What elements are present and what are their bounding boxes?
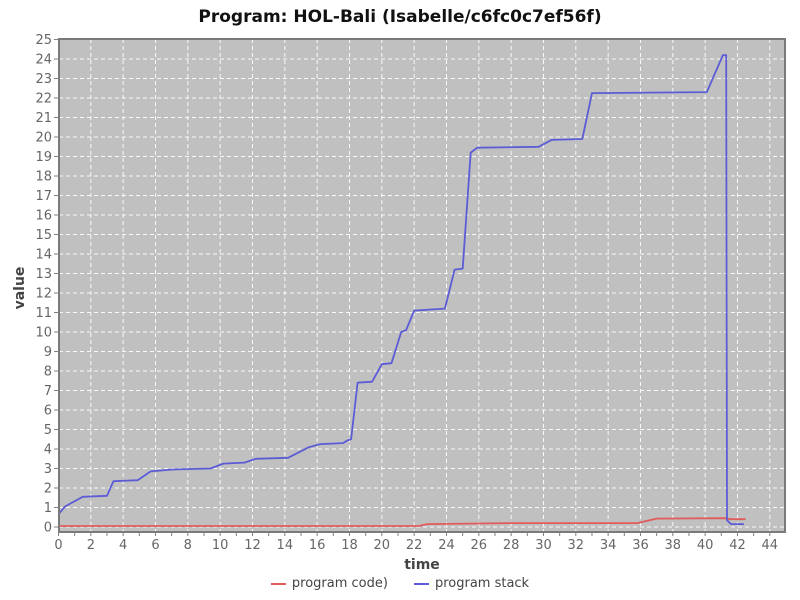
x-tick-label: 20 — [374, 538, 391, 553]
y-tick-label: 14 — [35, 248, 52, 263]
legend-swatch — [270, 582, 286, 585]
x-axis-label: time — [404, 557, 440, 573]
legend-item: program code) — [270, 576, 388, 591]
x-tick-label: 12 — [244, 538, 261, 553]
series-line-program-stack — [57, 54, 744, 525]
chart-legend: program code) program stack — [0, 576, 800, 591]
y-tick-label: 20 — [35, 131, 52, 146]
x-tick-label: 6 — [151, 538, 159, 553]
x-tick-label: 14 — [277, 538, 294, 553]
y-tick-label: 13 — [35, 267, 52, 282]
x-tick-label: 36 — [632, 538, 649, 553]
x-tick-label: 28 — [503, 538, 520, 553]
y-tick-label: 11 — [35, 306, 52, 321]
y-tick-label: 25 — [35, 33, 52, 48]
y-tick-label: 12 — [35, 287, 52, 302]
legend-item: program stack — [413, 576, 530, 591]
legend-label: program stack — [434, 576, 530, 591]
plot-background — [59, 39, 785, 532]
x-tick-label: 30 — [535, 538, 552, 553]
x-tick-label: 0 — [54, 538, 62, 553]
x-tick-label: 18 — [341, 538, 358, 553]
y-tick-label: 9 — [44, 345, 52, 360]
y-tick-label: 18 — [35, 170, 52, 185]
y-tick-label: 19 — [35, 150, 52, 165]
x-tick-label: 42 — [729, 538, 746, 553]
y-tick-label: 8 — [44, 365, 52, 380]
y-tick-label: 23 — [35, 72, 52, 87]
x-tick-label: 44 — [762, 538, 779, 553]
x-tick-label: 38 — [665, 538, 682, 553]
chart-title: Program: HOL-Bali (Isabelle/c6fc0c7ef56f… — [198, 7, 602, 27]
y-tick-label: 5 — [44, 423, 52, 438]
y-tick-label: 3 — [44, 462, 52, 477]
legend-label: program code) — [291, 576, 388, 591]
series-line-program-code — [58, 517, 746, 527]
x-tick-label: 10 — [212, 538, 229, 553]
x-tick-label: 8 — [184, 538, 192, 553]
y-tick-label: 7 — [44, 384, 52, 399]
y-tick-label: 15 — [35, 228, 52, 243]
y-tick-label: 1 — [44, 501, 52, 516]
x-tick-label: 4 — [119, 538, 127, 553]
x-tick-label: 40 — [697, 538, 714, 553]
y-tick-label: 10 — [35, 326, 52, 341]
plot-border — [58, 38, 786, 533]
y-tick-label: 17 — [35, 189, 52, 204]
x-tick-label: 26 — [471, 538, 488, 553]
x-tick-label: 16 — [309, 538, 326, 553]
y-tick-label: 0 — [44, 521, 52, 536]
y-axis-label: value — [12, 266, 28, 310]
y-tick-label: 16 — [35, 209, 52, 224]
x-tick-label: 2 — [87, 538, 95, 553]
x-tick-label: 34 — [600, 538, 617, 553]
x-tick-label: 32 — [568, 538, 585, 553]
y-tick-label: 2 — [44, 482, 52, 497]
x-tick-label: 22 — [406, 538, 423, 553]
y-tick-label: 21 — [35, 111, 52, 126]
legend-swatch — [413, 582, 429, 585]
y-tick-label: 6 — [44, 404, 52, 419]
x-tick-label: 24 — [438, 538, 455, 553]
y-tick-label: 4 — [44, 443, 52, 458]
y-tick-label: 24 — [35, 53, 52, 68]
y-tick-label: 22 — [35, 92, 52, 107]
